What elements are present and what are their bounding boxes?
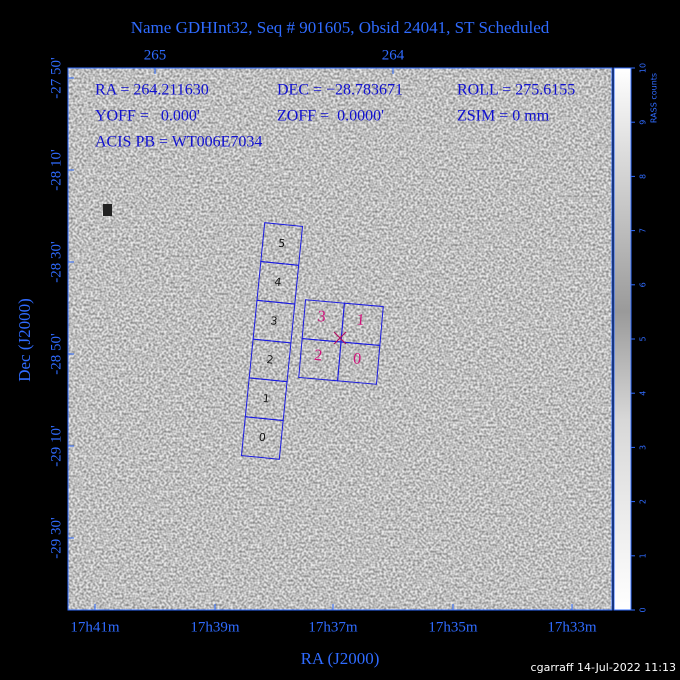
colorbar-tick-label: 10 bbox=[639, 63, 648, 73]
colorbar-tick-label: 2 bbox=[639, 499, 648, 504]
colorbar-tick-label: 3 bbox=[639, 445, 648, 450]
acis-s-chip bbox=[260, 222, 304, 266]
ra: RA = 264.211630 bbox=[95, 82, 209, 99]
left-tick-label: -29 30' bbox=[48, 517, 64, 559]
acis-i-array: 3 1 2 0 bbox=[298, 299, 384, 385]
left-tick-label: -28 50' bbox=[48, 333, 64, 375]
bottom-tick-label: 17h37m bbox=[308, 619, 358, 635]
left-tick-label: -27 50' bbox=[48, 57, 64, 99]
roll: ROLL = 275.6155 bbox=[457, 82, 575, 99]
x-axis-label: RA (J2000) bbox=[301, 649, 380, 668]
acis-i-chip bbox=[337, 341, 381, 385]
zoff: ZOFF = 0.0000' bbox=[277, 108, 384, 125]
colorbar-label: RASS counts bbox=[650, 73, 659, 123]
colorbar-tick-label: 6 bbox=[639, 282, 648, 287]
acis-s-chip-label: 2 bbox=[266, 353, 274, 367]
footer: cgarraff 14-Jul-2022 11:13 bbox=[531, 661, 676, 674]
image-noise bbox=[68, 68, 612, 610]
dec: DEC = −28.783671 bbox=[277, 82, 403, 99]
colorbar-tick-label: 8 bbox=[639, 174, 648, 179]
acis-i-chip-label: 0 bbox=[352, 350, 361, 368]
bottom-tick-label: 17h41m bbox=[70, 619, 120, 635]
colorbar-tick-label: 7 bbox=[639, 228, 648, 233]
colorbar bbox=[613, 67, 632, 611]
aimpoint bbox=[333, 331, 347, 345]
aimpoint-stroke bbox=[333, 331, 347, 345]
bottom-tick-label: 17h39m bbox=[190, 619, 240, 635]
colorbar-tick-label: 5 bbox=[639, 336, 648, 341]
zsim: ZSIM = 0 mm bbox=[457, 108, 550, 125]
colorbar-tick-label: 9 bbox=[639, 120, 648, 125]
acis-s-chip-label: 0 bbox=[258, 431, 266, 445]
left-tick-label: -28 10' bbox=[48, 149, 64, 191]
top-tick-label: 264 bbox=[382, 47, 405, 63]
yoff: YOFF = 0.000' bbox=[95, 108, 200, 125]
left-tick-label: -28 30' bbox=[48, 241, 64, 283]
colorbar-tick-label: 0 bbox=[639, 607, 648, 612]
title: Name GDHInt32, Seq # 901605, Obsid 24041… bbox=[131, 18, 550, 37]
acis-s-chip-label: 1 bbox=[262, 392, 270, 406]
sky-image bbox=[68, 68, 612, 610]
acis-s-array: 0 1 2 3 4 5 bbox=[240, 222, 304, 460]
acis-pb: ACIS PB = WT006E7034 bbox=[95, 134, 262, 151]
plot-frame bbox=[67, 67, 613, 611]
left-tick-label: -29 10' bbox=[48, 425, 64, 467]
colorbar-tick-label: 1 bbox=[639, 553, 648, 558]
colorbar-tick-label: 4 bbox=[639, 391, 648, 396]
acis-i-chip-label: 2 bbox=[313, 347, 322, 365]
source bbox=[103, 204, 112, 216]
acis-s-chip-label: 5 bbox=[278, 237, 286, 251]
bottom-tick-label: 17h33m bbox=[547, 619, 597, 635]
acis-i-chip-label: 3 bbox=[317, 308, 326, 326]
top-tick-label: 265 bbox=[144, 47, 167, 63]
y-axis-label: Dec (J2000) bbox=[15, 298, 34, 382]
bottom-tick-label: 17h35m bbox=[428, 619, 478, 635]
acis-s-chip-label: 3 bbox=[270, 314, 278, 328]
acis-i-chip-label: 1 bbox=[356, 311, 365, 329]
acis-s-chip-label: 4 bbox=[274, 275, 282, 289]
